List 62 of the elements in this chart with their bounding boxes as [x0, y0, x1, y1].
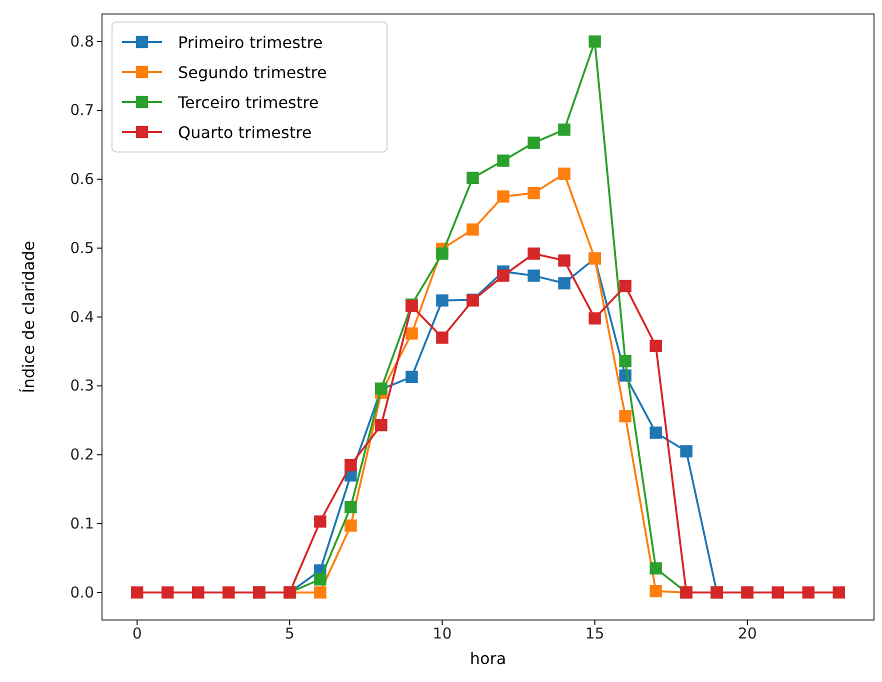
point	[436, 248, 448, 260]
y-tick-label: 0.2	[70, 446, 94, 464]
point	[436, 294, 448, 307]
point	[314, 515, 326, 528]
legend-label: Primeiro trimestre	[178, 33, 323, 52]
y-tick-label: 0.8	[70, 32, 94, 50]
y-tick-label: 0.0	[70, 583, 94, 602]
point	[466, 223, 479, 236]
point	[772, 586, 784, 599]
point	[619, 410, 632, 422]
point	[558, 254, 570, 267]
point	[344, 500, 357, 514]
y-axis-title: Índice de claridade	[19, 240, 38, 394]
y-tick-label: 0.3	[70, 376, 94, 395]
x-tick-label: 0	[132, 624, 142, 643]
point	[161, 586, 174, 599]
x-tick-label: 20	[738, 624, 757, 643]
point	[558, 124, 570, 136]
point	[406, 370, 418, 384]
point	[528, 248, 540, 260]
point	[406, 327, 418, 340]
x-tick-label: 15	[585, 624, 604, 643]
point	[588, 312, 601, 324]
point	[375, 418, 388, 432]
legend-label: Quarto trimestre	[178, 123, 312, 142]
point	[222, 586, 235, 599]
point	[528, 136, 540, 149]
point	[588, 35, 601, 48]
x-tick-label: 5	[284, 624, 294, 643]
point	[344, 458, 357, 472]
point	[650, 340, 662, 352]
y-tick-label: 0.7	[70, 101, 94, 120]
point	[314, 573, 326, 586]
y-tick-label: 0.4	[70, 308, 94, 326]
point	[802, 586, 815, 599]
y-tick-label: 0.1	[70, 514, 94, 532]
point	[528, 186, 540, 200]
legend-label: Terceiro trimestre	[177, 93, 319, 112]
x-tick-label: 10	[432, 624, 452, 643]
point	[192, 586, 204, 599]
point	[558, 277, 570, 290]
point	[650, 426, 662, 439]
point	[528, 270, 540, 282]
point	[619, 280, 632, 292]
point	[619, 354, 632, 368]
y-tick-label: 0.5	[70, 238, 94, 257]
point	[497, 190, 510, 203]
point	[558, 168, 570, 180]
point	[436, 332, 448, 344]
point	[344, 520, 357, 532]
legend-label: Segundo trimestre	[178, 63, 327, 82]
point	[130, 586, 144, 599]
point	[497, 154, 510, 167]
point	[680, 445, 692, 458]
point	[832, 586, 846, 599]
y-tick-label: 0.6	[70, 170, 94, 188]
point	[466, 172, 479, 184]
point	[497, 270, 510, 282]
point	[650, 562, 662, 574]
point	[314, 586, 326, 599]
point	[650, 584, 662, 598]
x-axis-title: hora	[470, 649, 506, 668]
